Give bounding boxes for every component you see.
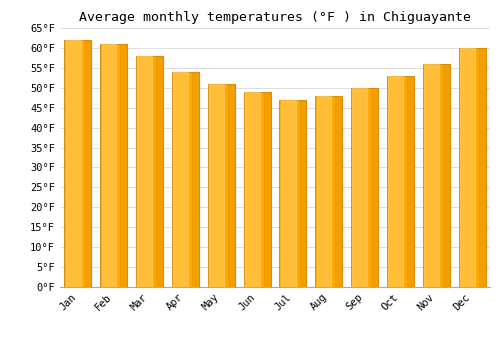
Bar xyxy=(460,48,475,287)
Bar xyxy=(208,84,234,287)
Title: Average monthly temperatures (°F ) in Chiguayante: Average monthly temperatures (°F ) in Ch… xyxy=(79,11,471,24)
Bar xyxy=(120,44,127,287)
Bar xyxy=(351,88,378,287)
Bar xyxy=(64,40,92,287)
Bar xyxy=(316,96,342,287)
Bar xyxy=(424,64,439,287)
Bar xyxy=(244,92,270,287)
Bar xyxy=(316,96,332,287)
Bar xyxy=(281,100,295,287)
Bar xyxy=(172,72,199,287)
Bar xyxy=(443,64,450,287)
Bar xyxy=(156,56,163,287)
Bar xyxy=(138,56,152,287)
Bar xyxy=(458,48,485,287)
Bar xyxy=(245,92,260,287)
Bar xyxy=(174,72,188,287)
Bar xyxy=(84,40,91,287)
Bar xyxy=(479,48,486,287)
Bar xyxy=(264,92,270,287)
Bar xyxy=(352,88,368,287)
Bar xyxy=(407,76,414,287)
Bar xyxy=(100,44,127,287)
Bar xyxy=(209,84,224,287)
Bar xyxy=(423,64,450,287)
Bar xyxy=(192,72,199,287)
Bar xyxy=(372,88,378,287)
Bar xyxy=(66,40,80,287)
Bar xyxy=(300,100,306,287)
Bar xyxy=(228,84,234,287)
Bar xyxy=(336,96,342,287)
Bar xyxy=(136,56,163,287)
Bar xyxy=(280,100,306,287)
Bar xyxy=(387,76,414,287)
Bar xyxy=(388,76,403,287)
Bar xyxy=(102,44,116,287)
